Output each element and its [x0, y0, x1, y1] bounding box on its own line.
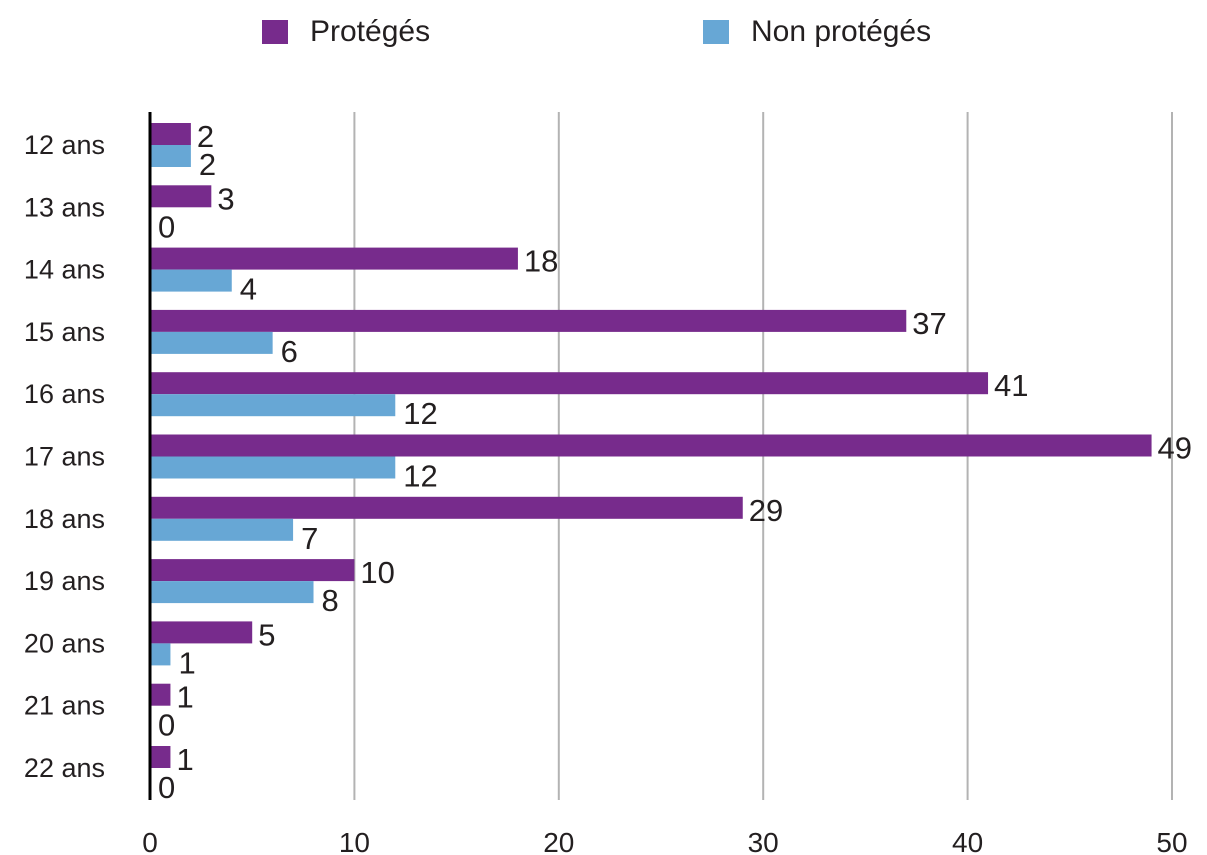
data-label-proteges-13-ans: 3: [217, 181, 234, 216]
bar-proteges-22-ans: [150, 746, 171, 768]
bar-proteges-13-ans: [150, 185, 212, 208]
data-label-non-proteges-16-ans: 12: [403, 396, 437, 431]
category-label-19-ans: 19 ans: [24, 566, 105, 596]
data-label-proteges-18-ans: 29: [749, 493, 783, 528]
bar-non-proteges-19-ans: [150, 581, 314, 604]
data-label-proteges-17-ans: 49: [1158, 431, 1192, 466]
x-tick-label-40: 40: [952, 827, 983, 855]
x-tick-label-20: 20: [543, 827, 574, 855]
data-label-non-proteges-18-ans: 7: [301, 521, 318, 556]
bar-non-proteges-16-ans: [150, 394, 396, 417]
data-label-non-proteges-14-ans: 4: [240, 272, 257, 307]
bar-non-proteges-12-ans: [150, 145, 191, 167]
data-label-proteges-19-ans: 10: [360, 555, 394, 590]
x-tick-label-0: 0: [142, 827, 158, 855]
category-label-13-ans: 13 ans: [24, 192, 105, 222]
category-label-20-ans: 20 ans: [24, 628, 105, 658]
legend-item-proteges: Protégés: [262, 12, 430, 52]
data-label-non-proteges-19-ans: 8: [322, 583, 339, 618]
bar-proteges-14-ans: [150, 247, 518, 270]
data-label-proteges-14-ans: 18: [524, 244, 558, 279]
x-tick-label-10: 10: [339, 827, 370, 855]
bar-non-proteges-20-ans: [150, 643, 171, 666]
chart-legend: Protégés Non protégés: [0, 12, 1207, 56]
data-label-proteges-16-ans: 41: [994, 368, 1028, 403]
legend-label-proteges: Protégés: [310, 15, 431, 48]
data-label-proteges-22-ans: 1: [176, 742, 193, 777]
bar-proteges-19-ans: [150, 559, 355, 582]
data-label-proteges-20-ans: 5: [258, 617, 275, 652]
data-label-proteges-15-ans: 37: [912, 306, 946, 341]
legend-swatch-proteges: [262, 20, 288, 44]
data-label-non-proteges-12-ans: 2: [199, 147, 216, 182]
category-label-21-ans: 21 ans: [24, 691, 105, 721]
x-tick-label-30: 30: [748, 827, 779, 855]
category-label-14-ans: 14 ans: [24, 255, 105, 285]
legend-item-non-proteges: Non protégés: [703, 12, 931, 52]
category-label-18-ans: 18 ans: [24, 504, 105, 534]
category-label-15-ans: 15 ans: [24, 317, 105, 347]
category-label-16-ans: 16 ans: [24, 379, 105, 409]
data-label-non-proteges-20-ans: 1: [178, 645, 195, 680]
category-labels: 12 ans 13 ans 14 ans 15 ans 16 ans 17 ans 18 a…: [24, 130, 105, 783]
data-label-proteges-21-ans: 1: [176, 680, 193, 715]
bar-proteges-15-ans: [150, 309, 907, 332]
data-label-non-proteges-21-ans: 0: [158, 708, 175, 743]
category-label-12-ans: 12 ans: [24, 130, 105, 160]
x-tick-labels: 0 10 20 30 40 50: [142, 827, 1187, 855]
data-label-proteges-12-ans: 2: [197, 119, 214, 154]
bar-proteges-12-ans: [150, 123, 191, 145]
bars: [150, 123, 1152, 768]
bar-proteges-16-ans: [150, 372, 989, 395]
bar-non-proteges-17-ans: [150, 456, 396, 479]
data-label-non-proteges-22-ans: 0: [158, 770, 175, 805]
legend-label-non-proteges: Non protégés: [751, 15, 932, 48]
bar-non-proteges-15-ans: [150, 331, 273, 354]
bar-proteges-17-ans: [150, 434, 1152, 457]
data-label-non-proteges-17-ans: 12: [403, 459, 437, 494]
x-tick-label-50: 50: [1156, 827, 1187, 855]
bar-proteges-20-ans: [150, 621, 253, 644]
data-label-non-proteges-13-ans: 0: [158, 209, 175, 244]
bar-proteges-18-ans: [150, 496, 743, 519]
legend-swatch-non-proteges: [703, 20, 729, 44]
bar-non-proteges-18-ans: [150, 518, 294, 541]
bar-non-proteges-14-ans: [150, 269, 232, 292]
category-label-22-ans: 22 ans: [24, 753, 105, 783]
bar-proteges-21-ans: [150, 683, 171, 706]
data-label-non-proteges-15-ans: 6: [281, 334, 298, 369]
category-label-17-ans: 17 ans: [24, 442, 105, 472]
